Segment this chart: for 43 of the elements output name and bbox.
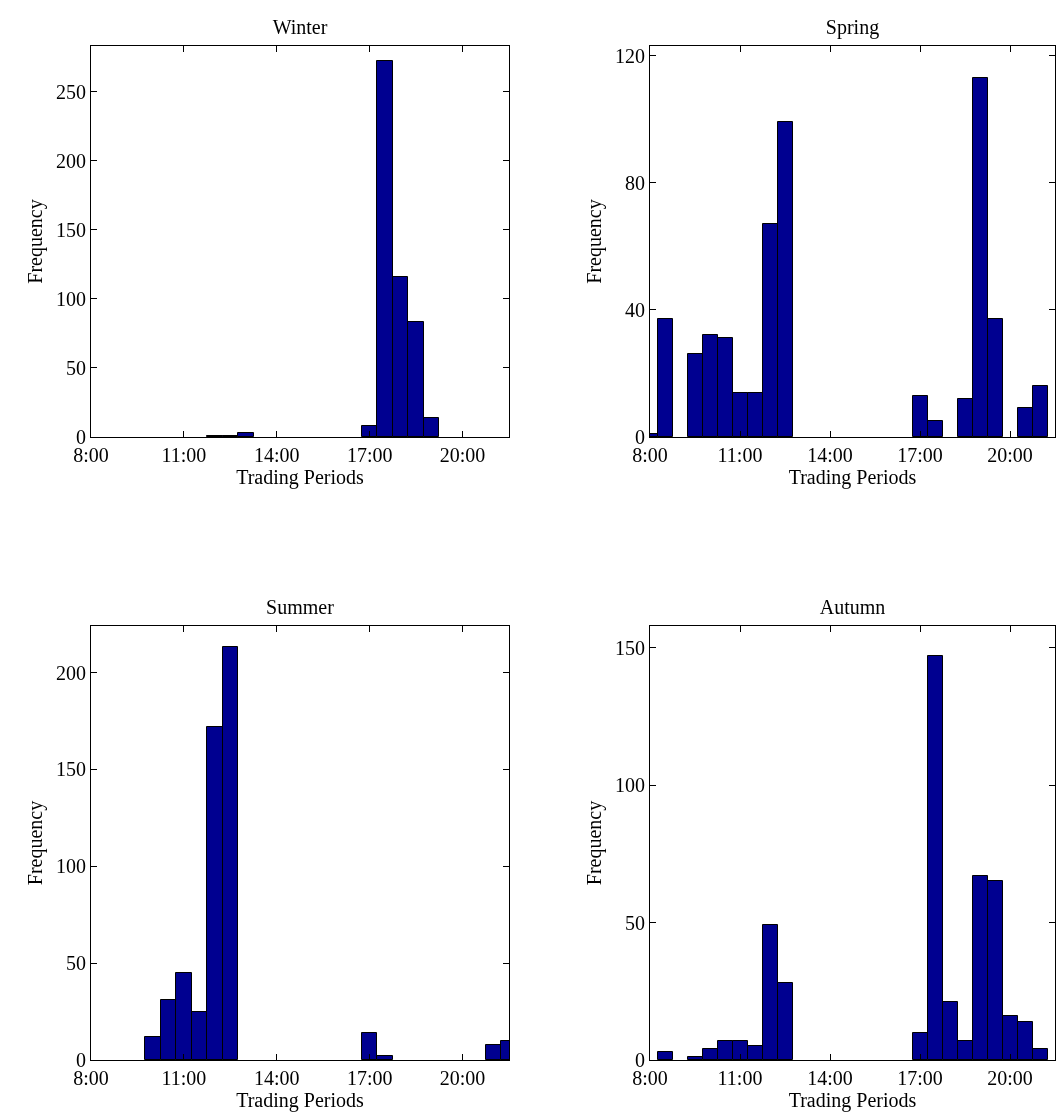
y-tick-label: 150	[56, 758, 86, 781]
y-tick-label: 50	[66, 952, 86, 975]
x-tick-label: 14:00	[807, 1067, 853, 1089]
y-tick-label: 150	[56, 218, 86, 241]
y-tick-label: 100	[56, 855, 86, 878]
chart-title: Winter	[272, 16, 328, 38]
x-axis-title: Trading Periods	[788, 466, 917, 489]
x-axis-title: Trading Periods	[236, 1089, 365, 1112]
x-tick-label: 17:00	[346, 444, 393, 466]
y-tick-label: 50	[66, 356, 86, 379]
chart-title: Summer	[266, 596, 335, 618]
y-axis-title: Frequency	[582, 199, 606, 284]
y-tick-label: 150	[615, 636, 645, 659]
x-tick-label: 11:00	[161, 444, 207, 466]
x-axis-title: Trading Periods	[788, 1089, 917, 1112]
x-tick-label: 11:00	[717, 444, 763, 466]
x-tick-label: 20:00	[987, 1067, 1033, 1089]
y-tick-label: 40	[625, 298, 645, 321]
x-tick-label: 17:00	[897, 444, 943, 466]
x-tick-label: 14:00	[807, 444, 853, 466]
y-tick-label: 80	[625, 171, 645, 194]
y-tick-label: 120	[615, 44, 645, 67]
chart-title: Spring	[825, 16, 880, 39]
x-axis-title: Trading Periods	[236, 466, 365, 489]
y-tick-label: 200	[56, 661, 86, 684]
y-axis-title: Frequency	[23, 800, 47, 886]
y-tick-label: 100	[615, 774, 645, 797]
x-tick-label: 20:00	[439, 1067, 486, 1089]
x-tick-label: 11:00	[717, 1067, 763, 1089]
x-tick-label: 17:00	[897, 1067, 943, 1089]
x-tick-label: 14:00	[254, 1067, 300, 1089]
y-tick-label: 250	[56, 80, 86, 103]
y-tick-label: 100	[56, 287, 86, 310]
chart-title: Autumn	[819, 596, 886, 618]
x-tick-label: 20:00	[439, 444, 486, 466]
y-axis-title: Frequency	[23, 199, 47, 284]
x-tick-label: 20:00	[987, 444, 1033, 466]
x-tick-label: 14:00	[254, 444, 300, 466]
x-tick-label: 11:00	[161, 1067, 207, 1089]
y-axis-title: Frequency	[582, 800, 606, 886]
y-tick-label: 200	[56, 149, 86, 172]
x-tick-label: 17:00	[346, 1067, 393, 1089]
y-tick-label: 50	[625, 911, 645, 934]
